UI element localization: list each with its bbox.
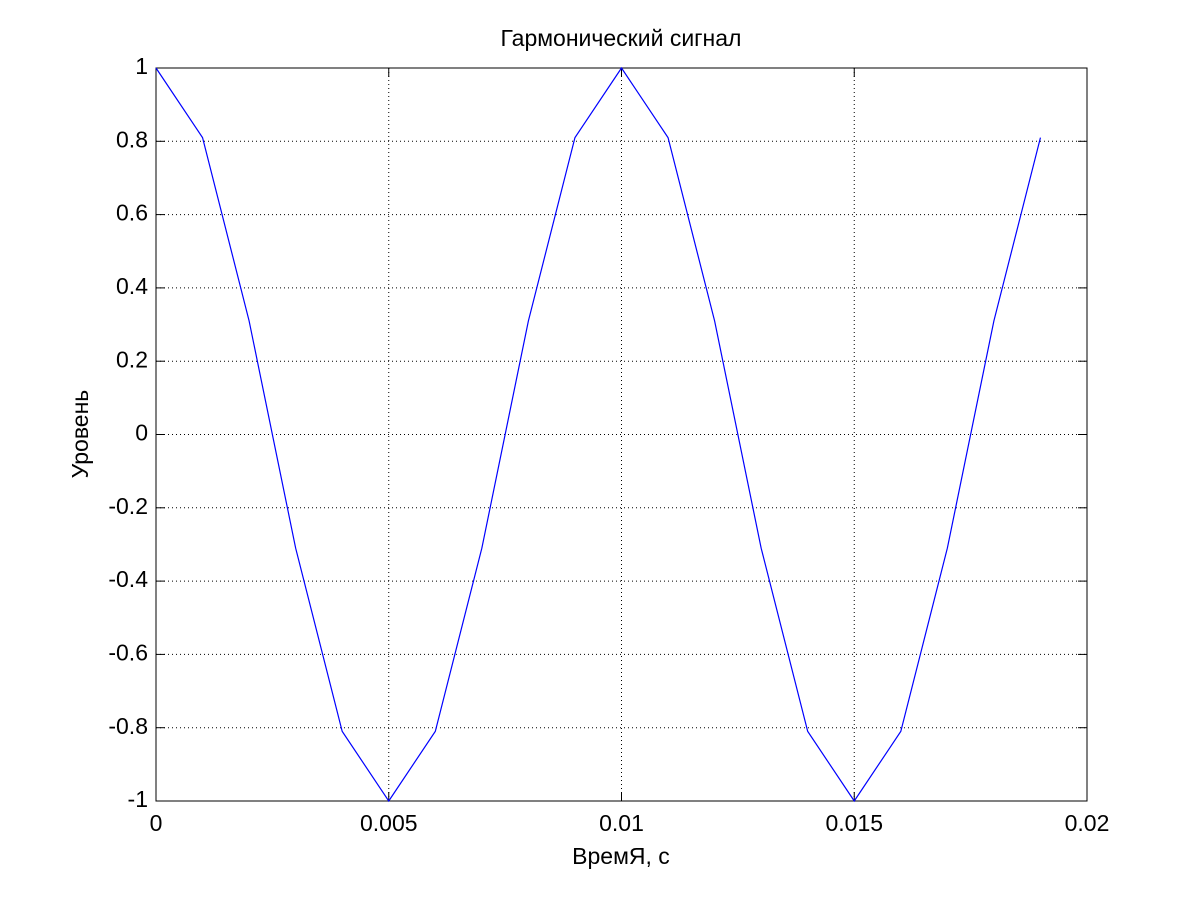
y-tick-label: -0.4 [108,566,148,592]
y-tick-label: -0.2 [108,493,148,519]
y-tick-label: -0.8 [108,713,148,739]
y-tick-label: 0.2 [116,346,148,372]
x-tick-label: 0.02 [1065,810,1110,836]
y-tick-label: 0 [135,420,148,446]
signal-line [155,66,1042,803]
y-tick-label: 1 [135,53,148,79]
y-tick-label: 0.4 [116,273,148,299]
x-tick-label: 0.015 [825,810,883,836]
x-tick-label: 0.005 [360,810,418,836]
chart-title: Гармонический сигнал [501,25,742,51]
y-tick-label: 0.8 [116,126,148,152]
y-tick-label: -0.6 [108,639,148,665]
x-tick-label: 0.01 [599,810,644,836]
x-tick-label: 0 [150,810,163,836]
x-axis-label: ВремЯ, с [572,843,670,869]
y-tick-label: -1 [128,786,148,812]
y-tick-label: 0.6 [116,200,148,226]
y-axis-label: Уровень [67,390,93,479]
